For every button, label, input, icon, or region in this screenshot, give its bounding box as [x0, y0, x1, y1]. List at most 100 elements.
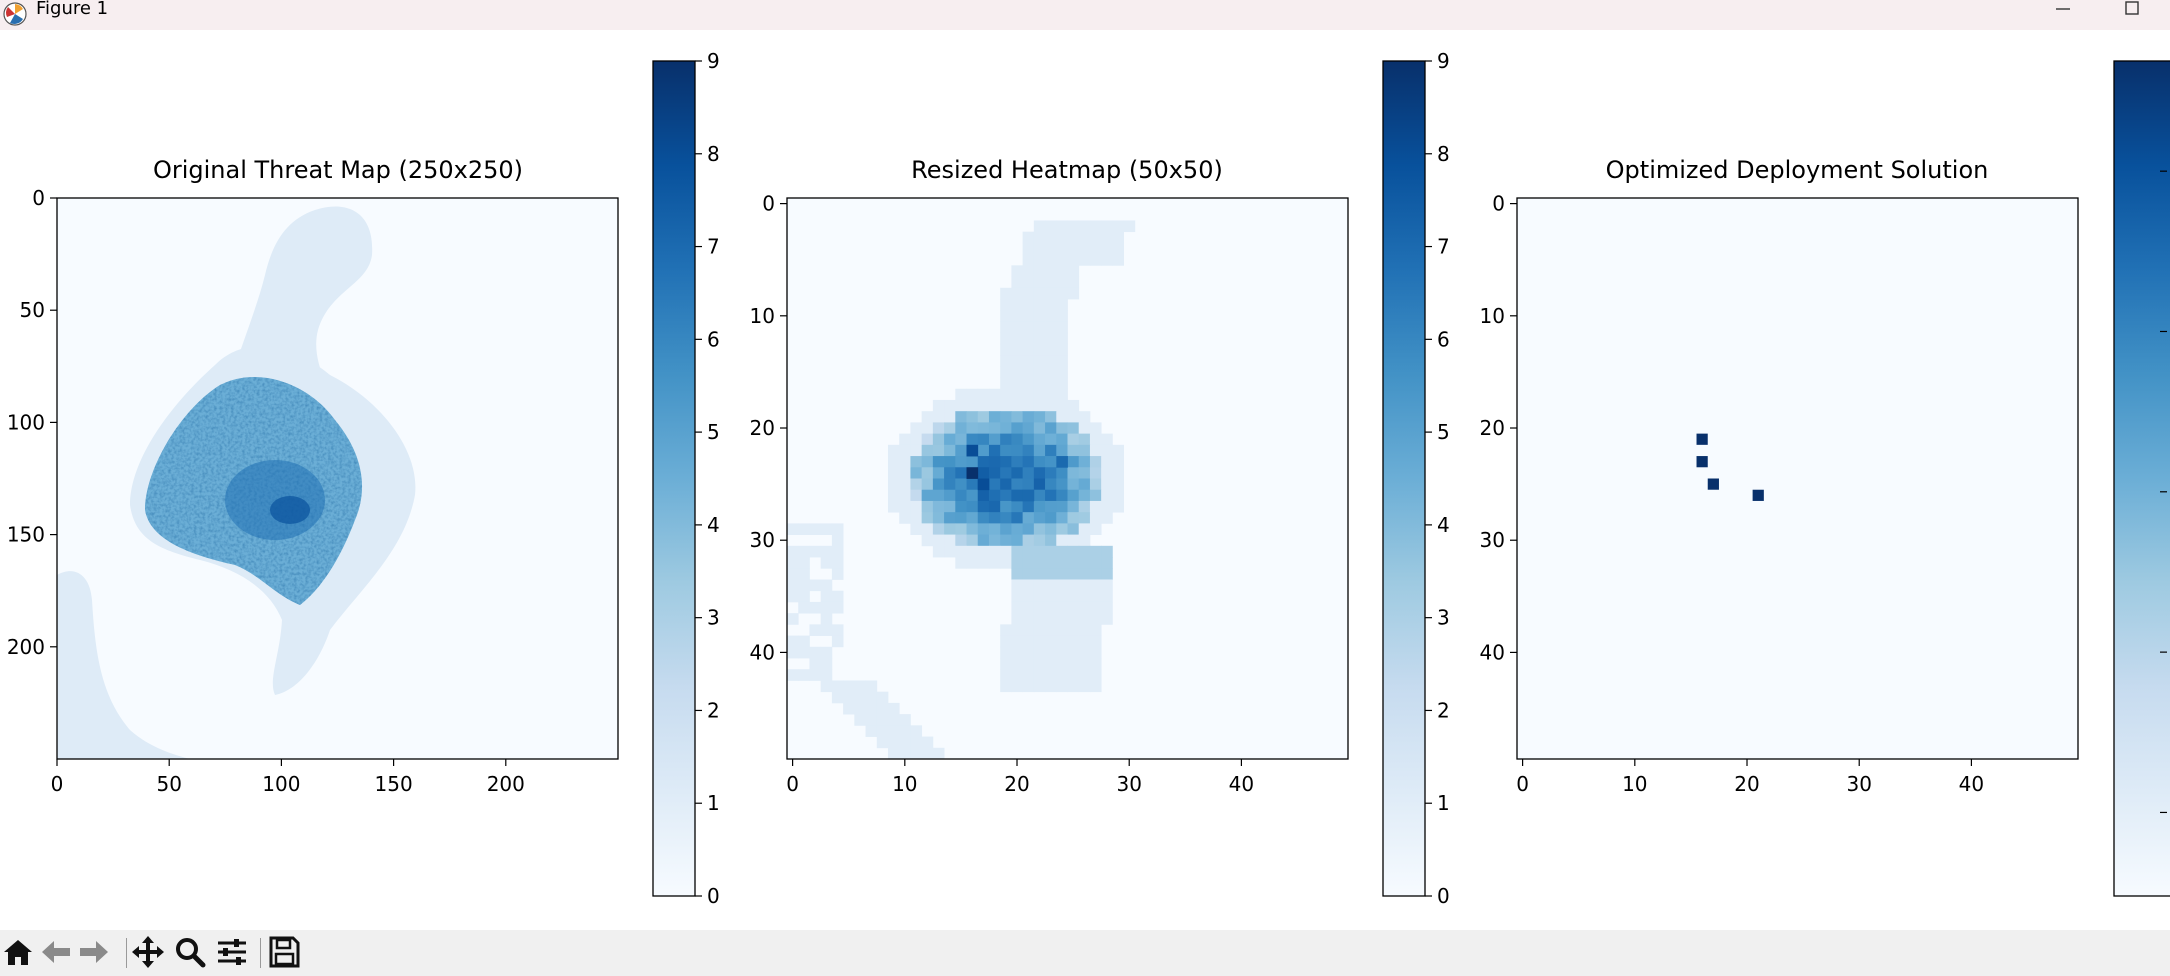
- heatmap-cell: [831, 534, 844, 547]
- colorbar-tick-label: 7: [707, 235, 720, 259]
- heatmap-cell: [1067, 545, 1080, 558]
- heatmap-cell: [1078, 242, 1091, 255]
- heatmap-cell: [1089, 242, 1102, 255]
- colorbar-tick-label: 1: [1437, 791, 1450, 815]
- heatmap-cell: [1045, 557, 1057, 569]
- heatmap-cell: [1089, 624, 1102, 636]
- x-tick-label: 200: [487, 772, 525, 796]
- heatmap-cell: [955, 478, 967, 491]
- colorbar-ticks-resized: 0 1 2 3 4 5 6 7 8 9: [1425, 49, 1450, 908]
- colorbar-tick-label: 9: [1437, 49, 1450, 73]
- heatmap-cell: [876, 702, 889, 715]
- heatmap-cell: [1112, 489, 1124, 502]
- heatmap-cell: [1011, 601, 1024, 614]
- heatmap-cell: [1033, 433, 1046, 446]
- heatmap-cell: [887, 444, 900, 457]
- zoom-button[interactable]: [172, 934, 208, 970]
- heatmap-cell: [1000, 366, 1012, 378]
- heatmap-cell: [1045, 377, 1057, 390]
- heatmap-cell: [977, 444, 990, 457]
- heatmap-cell: [1011, 456, 1024, 468]
- heatmap-cell: [910, 500, 923, 513]
- heatmap-cell: [1123, 220, 1136, 233]
- heatmap-cell: [1022, 646, 1035, 659]
- y-tick-label: 0: [1492, 192, 1505, 216]
- heatmap-cell: [1045, 254, 1057, 266]
- heatmap-cell: [1056, 355, 1068, 367]
- heatmap-cell: [1033, 658, 1046, 670]
- heatmap-cell: [876, 714, 889, 726]
- heatmap-cell: [1000, 456, 1012, 468]
- heatmap-cell: [798, 568, 810, 580]
- heatmap-cell: [977, 456, 990, 468]
- heatmap-cell: [1045, 332, 1057, 345]
- y-tick-label: 40: [1480, 640, 1505, 664]
- heatmap-cell: [1033, 321, 1046, 334]
- heatmap-cell: [1011, 658, 1024, 670]
- heatmap-cell: [1022, 680, 1035, 693]
- heatmap-cell: [1078, 489, 1091, 502]
- minimize-button[interactable]: [2040, 0, 2084, 16]
- figure-canvas[interactable]: Original Threat Map (250x250) 0 50 100 150 2…: [0, 30, 2170, 930]
- deployment-point: [1696, 456, 1708, 468]
- heatmap-cell: [1033, 613, 1046, 625]
- heatmap-cell: [1112, 254, 1124, 266]
- heatmap-cell: [1078, 231, 1091, 244]
- colorbar-tick-label: 2: [1437, 698, 1450, 722]
- heatmap-cell: [1067, 601, 1080, 614]
- heatmap-cell: [921, 456, 934, 468]
- maximize-button[interactable]: [2110, 0, 2154, 16]
- heatmap-cell: [1089, 579, 1102, 592]
- heatmap-cell: [1078, 658, 1091, 670]
- colorbar-tick-label: 0: [707, 884, 720, 908]
- heatmap-cell: [1101, 467, 1113, 479]
- forward-button[interactable]: [76, 934, 112, 970]
- heatmap-cell: [1011, 343, 1024, 356]
- heatmap-cell: [1078, 557, 1091, 569]
- heatmap-cell: [899, 433, 911, 446]
- x-tick-label: 10: [892, 772, 917, 796]
- heatmap-cell: [809, 601, 822, 614]
- heatmap-cell: [798, 590, 810, 603]
- heatmap-cell: [988, 433, 1001, 446]
- heatmap-cell: [1078, 422, 1091, 435]
- heatmap-cell: [887, 478, 900, 491]
- heatmap-cell: [1067, 646, 1080, 659]
- heatmap-cell: [966, 456, 979, 468]
- colorbar-tick-label: 1: [707, 791, 720, 815]
- heatmap-cell: [854, 714, 866, 726]
- minimize-icon: [2056, 8, 2070, 10]
- heatmap-cell: [1000, 478, 1012, 491]
- heatmap-cell: [1045, 500, 1057, 513]
- heatmap-cell: [1067, 557, 1080, 569]
- configure-subplots-button[interactable]: [214, 934, 250, 970]
- home-button[interactable]: [0, 934, 36, 970]
- heatmap-cell: [865, 680, 878, 693]
- heatmap-cell: [1000, 444, 1012, 457]
- heatmap-cell: [1022, 590, 1035, 603]
- heatmap-cell: [1022, 568, 1035, 580]
- heatmap-cell: [955, 545, 967, 558]
- back-button[interactable]: [38, 934, 74, 970]
- heatmap-cell: [966, 388, 979, 401]
- heatmap-cell: [1011, 646, 1024, 659]
- save-button[interactable]: [266, 934, 302, 970]
- heatmap-cell: [865, 725, 878, 737]
- heatmap-cell: [887, 702, 900, 715]
- heatmap-cell: [977, 467, 990, 479]
- heatmap-cell: [1033, 265, 1046, 277]
- heatmap-cell: [910, 725, 923, 737]
- heatmap-cell: [1045, 231, 1057, 244]
- heatmap-cell: [1067, 422, 1080, 435]
- heatmap-cell: [910, 444, 923, 457]
- heatmap-cell: [1089, 669, 1102, 681]
- plot-area-resized: [786, 197, 1349, 760]
- heatmap-cell: [820, 601, 833, 614]
- heatmap-cell: [988, 422, 1001, 435]
- heatmap-cell: [1033, 388, 1046, 401]
- heatmap-cell: [899, 489, 911, 502]
- heatmap-cell: [1056, 231, 1068, 244]
- pan-button[interactable]: [130, 934, 166, 970]
- heatmap-cell: [1045, 512, 1057, 524]
- heatmap-cell: [944, 456, 956, 468]
